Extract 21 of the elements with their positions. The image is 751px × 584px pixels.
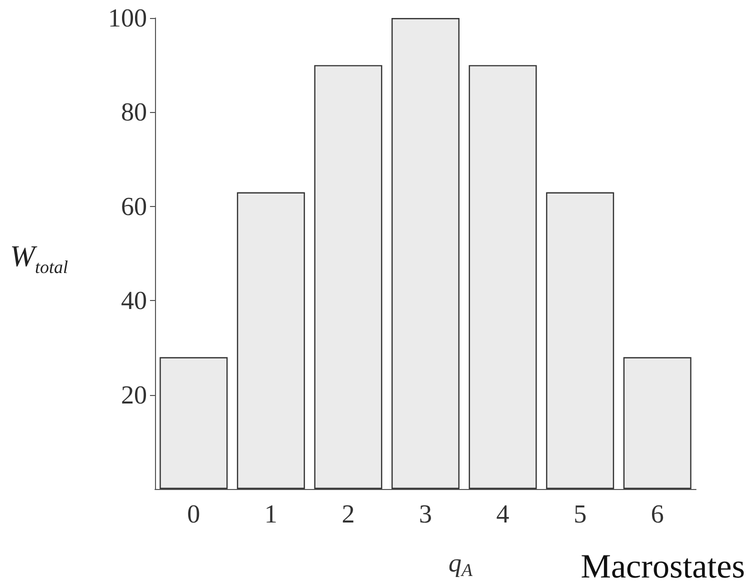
bar xyxy=(236,192,305,489)
x-tick-label: 3 xyxy=(419,500,432,528)
y-tick-label: 60 xyxy=(121,192,147,221)
x-tick-label: 5 xyxy=(574,500,587,528)
x-tick-label: 0 xyxy=(187,500,200,528)
bar xyxy=(314,65,382,489)
bar xyxy=(623,357,692,489)
y-tick-label: 20 xyxy=(121,380,147,410)
y-tick-label: 40 xyxy=(121,286,147,316)
bar xyxy=(160,357,228,489)
x-tick-label: 1 xyxy=(264,500,278,528)
y-tick-label: 80 xyxy=(121,98,147,127)
x-tick-label: 6 xyxy=(650,500,664,528)
x-tick-label: 2 xyxy=(342,500,355,528)
y-tick-label: 100 xyxy=(108,4,147,32)
x-tick-label: 4 xyxy=(496,500,510,528)
bar xyxy=(546,192,614,489)
text: Macrostates xyxy=(580,548,746,584)
bar xyxy=(468,65,537,489)
bar xyxy=(391,18,460,489)
y-axis-title: W$_{total}$ xyxy=(10,240,68,278)
